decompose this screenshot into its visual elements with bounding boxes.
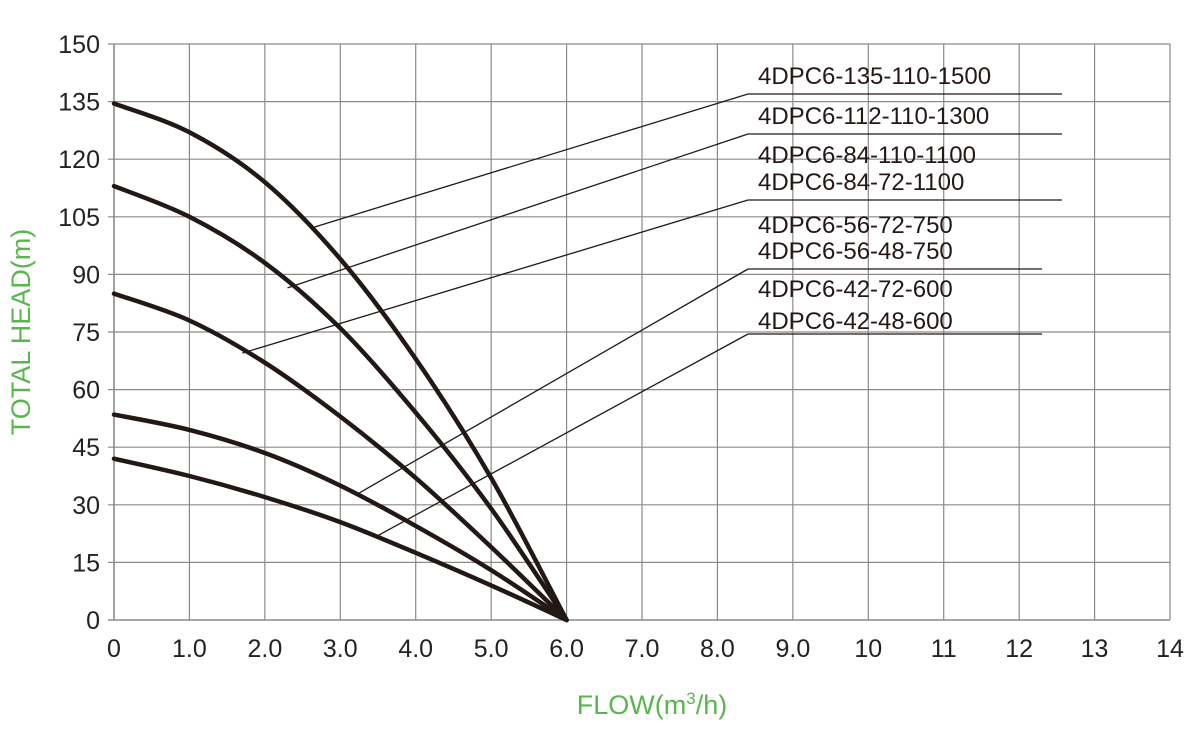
x-tick-label: 11 (931, 635, 957, 663)
x-tick-label: 13 (1081, 635, 1109, 663)
x-tick-label: 1.0 (172, 635, 207, 663)
y-tick-label: 135 (58, 89, 100, 117)
performance-curve (111, 412, 569, 623)
y-tick-label: 75 (72, 319, 100, 347)
y-tick-label: 0 (86, 607, 100, 635)
legend: 4DPC6-135-110-1500 4DPC6-112-110-1300 4DPC… (758, 63, 991, 335)
legend-entry-label: 4DPC6-56-48-750 (758, 238, 953, 265)
y-tick-label: 45 (72, 434, 100, 462)
x-tick-label: 2.0 (247, 635, 282, 663)
performance-curves (111, 101, 569, 623)
grid (108, 43, 1171, 621)
legend-entry-label: 4DPC6-42-48-600 (758, 308, 953, 335)
performance-curve (111, 456, 569, 623)
x-tick-label: 7.0 (625, 635, 660, 663)
legend-leader-line (309, 93, 749, 229)
y-tick-label: 105 (58, 204, 100, 232)
legend-leaders (242, 93, 1062, 537)
legend-entry-label: 4DPC6-84-72-1100 (758, 169, 964, 196)
y-tick-label: 150 (58, 31, 100, 59)
legend-entry-label: 4DPC6-112-110-1300 (758, 103, 989, 130)
y-tick-label: 15 (72, 549, 100, 577)
x-axis-title: FLOW(m3/h) (577, 689, 727, 720)
x-tick-label: 3.0 (323, 635, 358, 663)
performance-curve (111, 101, 569, 623)
performance-curve (111, 183, 569, 623)
x-tick-label: 6.0 (549, 635, 584, 663)
y-tick-label: 30 (72, 492, 100, 520)
x-tick-label: 9.0 (775, 635, 810, 663)
x-tick-label: 8.0 (700, 635, 735, 663)
x-tick-label: 4.0 (398, 635, 433, 663)
y-tick-label: 90 (72, 261, 100, 289)
x-tick-label: 12 (1005, 635, 1033, 663)
legend-leader-line (242, 199, 749, 354)
legend-entry-label: 4DPC6-135-110-1500 (758, 63, 991, 90)
legend-entry-label: 4DPC6-84-110-1100 (758, 142, 976, 169)
y-tick-label: 120 (58, 146, 100, 174)
legend-entry-label: 4DPC6-42-72-600 (758, 276, 953, 303)
x-tick-label: 0 (107, 635, 121, 663)
performance-curve (111, 291, 569, 623)
legend-leader-line (355, 268, 749, 496)
x-tick-label: 14 (1156, 635, 1184, 663)
legend-entry-label: 4DPC6-56-72-750 (758, 212, 953, 239)
x-tick-label: 10 (854, 635, 882, 663)
y-tick-label: 60 (72, 377, 100, 405)
legend-leader-line (377, 333, 749, 537)
x-tick-label: 5.0 (474, 635, 509, 663)
y-axis-title: TOTAL HEAD(m) (6, 229, 36, 436)
legend-leader-line (287, 133, 749, 289)
tick-labels: 0 1.0 2.0 3.0 4.0 5.0 6.0 7.0 8.0 9.0 10 11 12 13 14 0 1… (58, 31, 1184, 663)
